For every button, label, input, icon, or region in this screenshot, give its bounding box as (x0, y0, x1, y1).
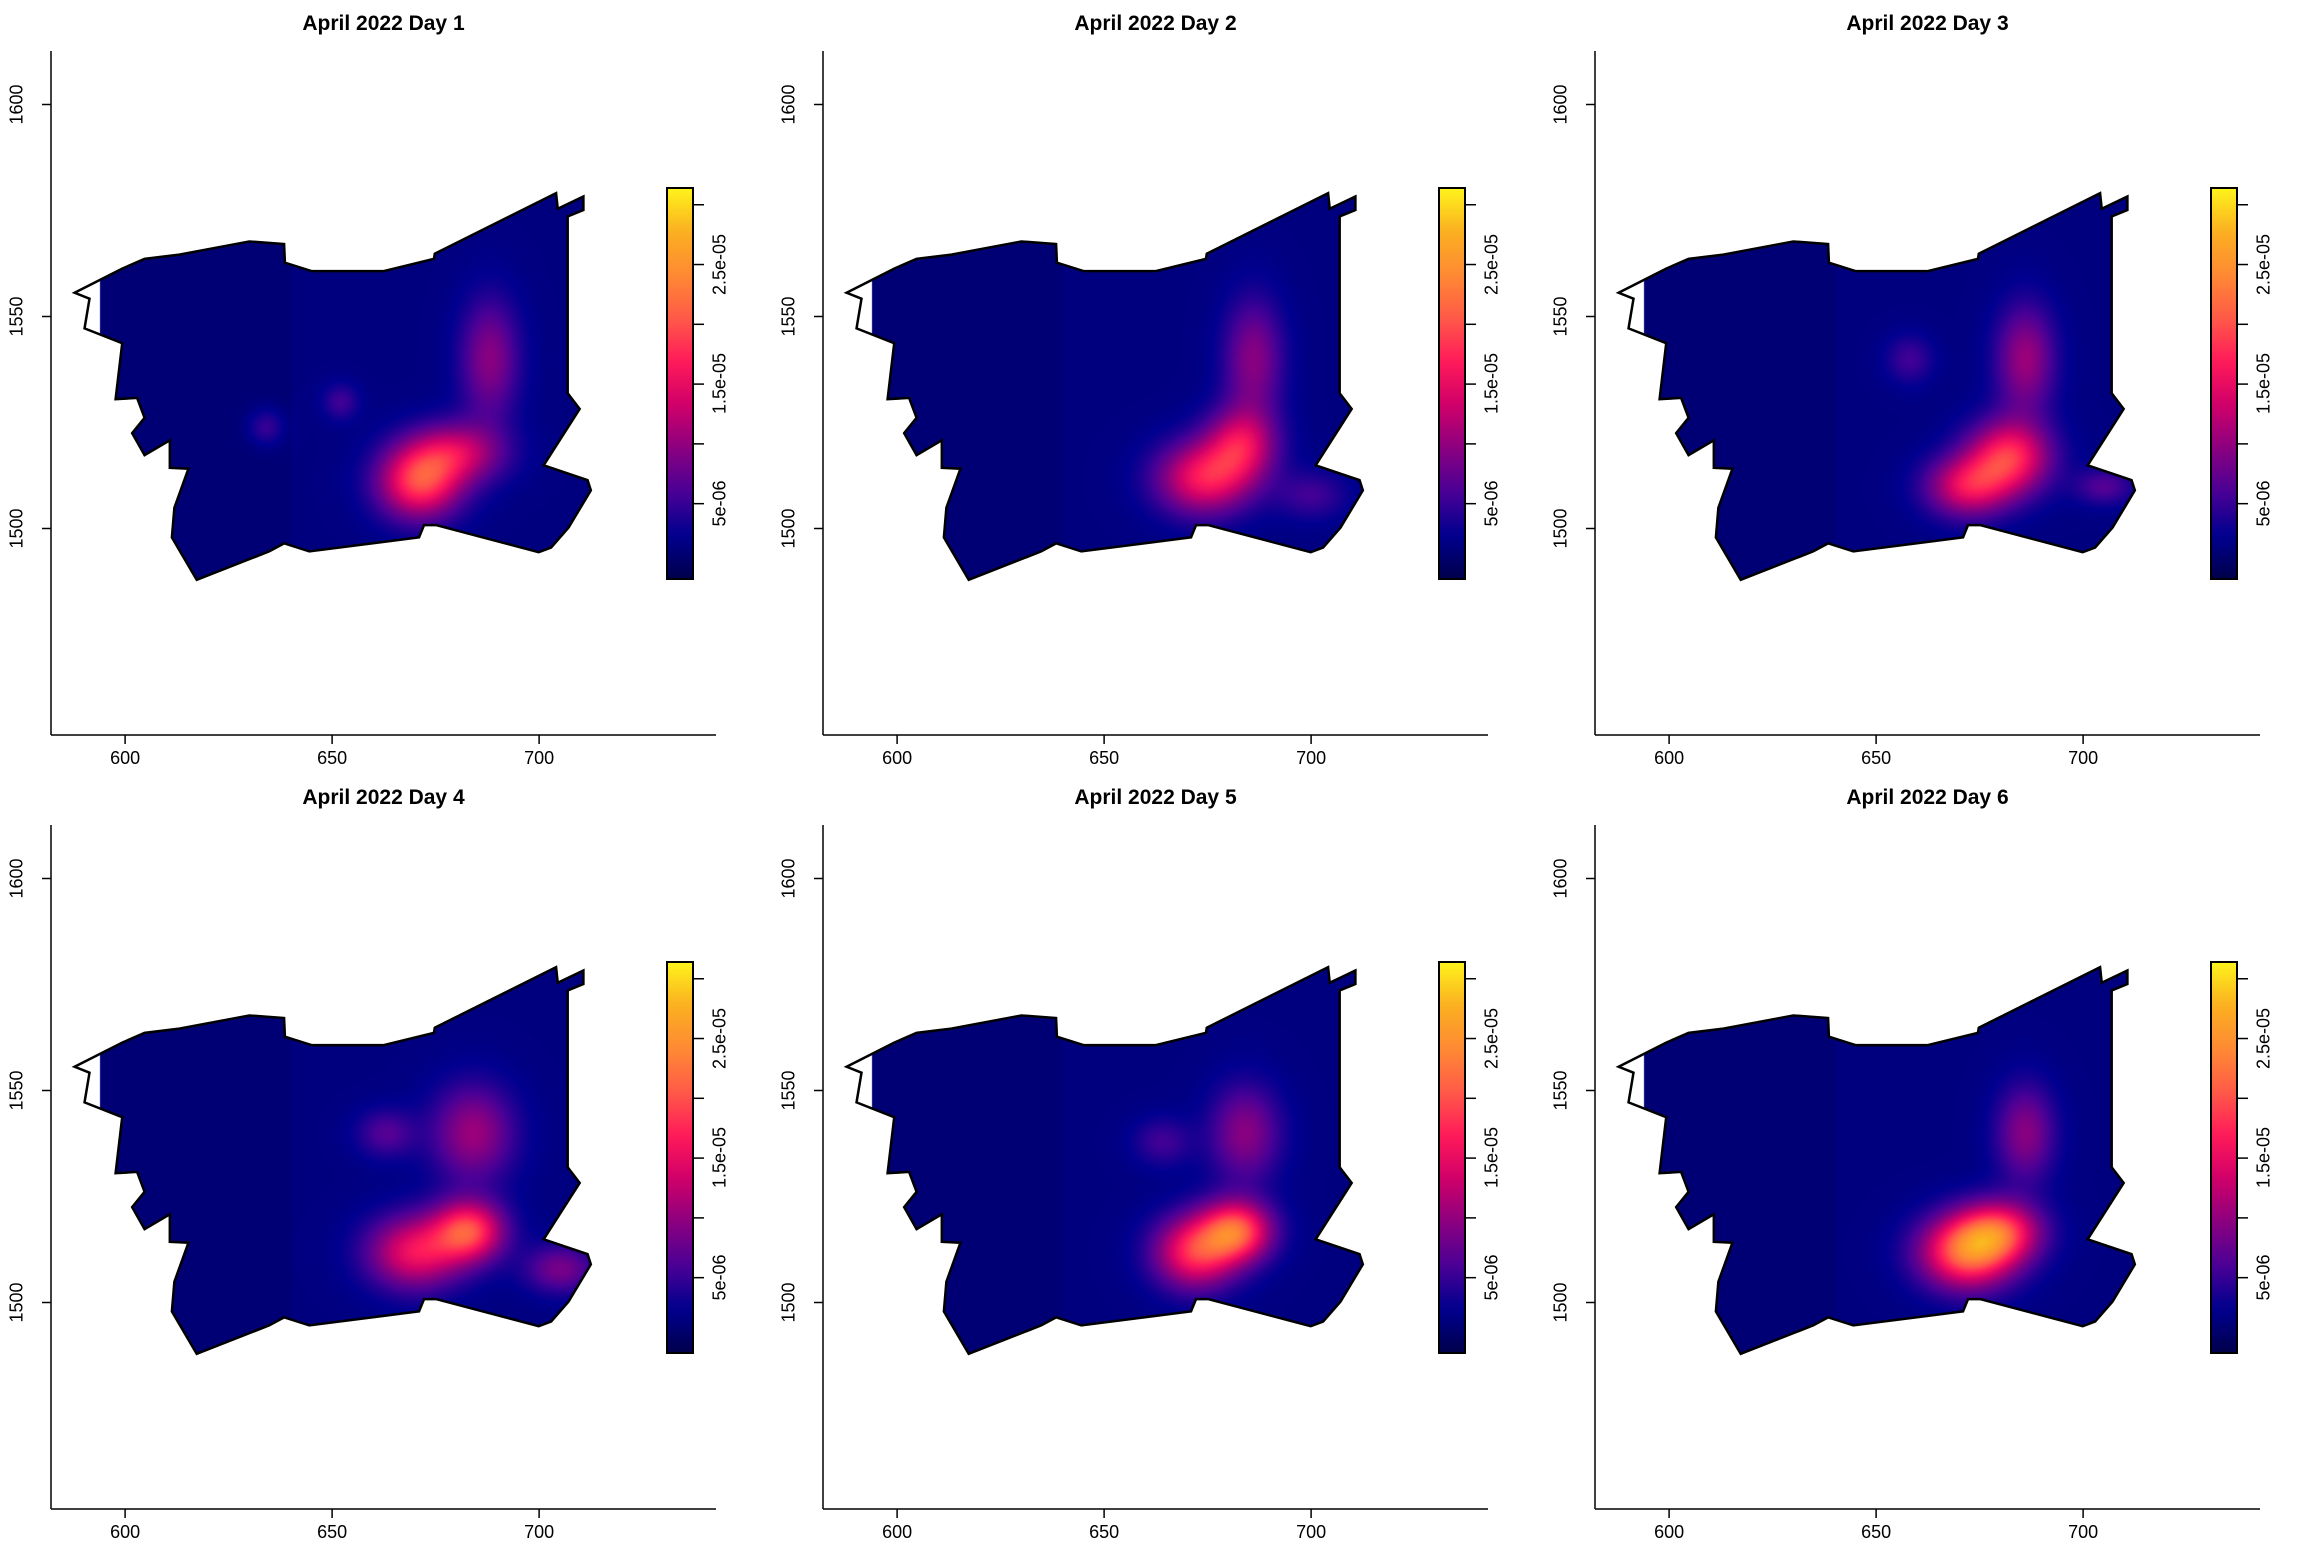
region-boundary (843, 191, 1365, 582)
y-tick-label: 1500 (6, 507, 27, 549)
x-tick-label: 650 (1089, 748, 1120, 768)
colorbar-label: 1.5e-05 (709, 353, 730, 415)
region-boundary (1615, 965, 2137, 1356)
plot-overlay (1586, 825, 2260, 1518)
y-tick-label: 1500 (1550, 507, 1571, 549)
y-tick-label: 1600 (778, 83, 799, 125)
panel-day-5: April 2022 Day 56006507001500155016005e-… (772, 774, 1540, 1542)
y-tick-label: 1600 (1550, 83, 1571, 125)
plot-overlay (814, 825, 1488, 1518)
x-tick-label: 700 (2068, 748, 2099, 768)
density-heatmap (1544, 774, 2304, 1542)
colorbar-label: 5e-06 (709, 480, 730, 527)
plot-overlay (42, 825, 716, 1518)
panel-day-3: April 2022 Day 36006507001500155016005e-… (1544, 0, 2304, 768)
y-tick-label: 1600 (6, 857, 27, 899)
y-tick-label: 1550 (6, 295, 27, 337)
y-tick-label: 1550 (6, 1069, 27, 1111)
x-tick-label: 650 (317, 1522, 348, 1542)
x-tick-label: 700 (1296, 748, 1327, 768)
colorbar-label: 5e-06 (1481, 1254, 1502, 1301)
x-tick-label: 600 (110, 1522, 141, 1542)
x-tick-label: 600 (1654, 748, 1685, 768)
density-heatmap (772, 0, 1540, 768)
colorbar-label: 2.5e-05 (1481, 1007, 1502, 1069)
y-tick-label: 1550 (778, 295, 799, 337)
plot-overlay (42, 51, 716, 744)
colorbar-label: 5e-06 (2253, 1254, 2274, 1301)
panel-day-6: April 2022 Day 66006507001500155016005e-… (1544, 774, 2304, 1542)
plot-overlay (1586, 51, 2260, 744)
colorbar-label: 2.5e-05 (2253, 233, 2274, 295)
colorbar (2210, 961, 2238, 1354)
y-tick-label: 1500 (778, 1281, 799, 1323)
colorbar-label: 5e-06 (709, 1254, 730, 1301)
x-tick-label: 650 (1861, 1522, 1892, 1542)
colorbar-label: 5e-06 (2253, 480, 2274, 527)
panel-day-1: April 2022 Day 16006507001500155016005e-… (0, 0, 768, 768)
colorbar (2210, 187, 2238, 580)
y-tick-label: 1500 (1550, 1281, 1571, 1323)
colorbar-label: 2.5e-05 (709, 1007, 730, 1069)
x-tick-label: 700 (1296, 1522, 1327, 1542)
x-tick-label: 650 (317, 748, 348, 768)
x-tick-label: 600 (1654, 1522, 1685, 1542)
colorbar-label: 1.5e-05 (2253, 353, 2274, 415)
density-heatmap (0, 0, 768, 768)
y-tick-label: 1600 (6, 83, 27, 125)
colorbar-label: 1.5e-05 (2253, 1127, 2274, 1189)
x-tick-label: 600 (882, 748, 913, 768)
colorbar-label: 1.5e-05 (1481, 353, 1502, 415)
colorbar-label: 1.5e-05 (709, 1127, 730, 1189)
x-tick-label: 700 (2068, 1522, 2099, 1542)
colorbar (666, 187, 694, 580)
region-boundary (1615, 191, 2137, 582)
y-tick-label: 1600 (1550, 857, 1571, 899)
colorbar (1438, 187, 1466, 580)
x-tick-label: 600 (882, 1522, 913, 1542)
colorbar (1438, 961, 1466, 1354)
density-heatmap (1544, 0, 2304, 768)
colorbar-label: 1.5e-05 (1481, 1127, 1502, 1189)
colorbar-label: 2.5e-05 (1481, 233, 1502, 295)
x-tick-label: 600 (110, 748, 141, 768)
y-tick-label: 1500 (6, 1281, 27, 1323)
density-heatmap (772, 774, 1540, 1542)
x-tick-label: 700 (524, 1522, 555, 1542)
colorbar-label: 2.5e-05 (709, 233, 730, 295)
colorbar-label: 2.5e-05 (2253, 1007, 2274, 1069)
x-tick-label: 700 (524, 748, 555, 768)
y-tick-label: 1550 (1550, 1069, 1571, 1111)
y-tick-label: 1600 (778, 857, 799, 899)
region-boundary (71, 191, 593, 582)
plot-overlay (814, 51, 1488, 744)
y-tick-label: 1550 (1550, 295, 1571, 337)
region-boundary (843, 965, 1365, 1356)
colorbar (666, 961, 694, 1354)
panel-day-4: April 2022 Day 46006507001500155016005e-… (0, 774, 768, 1542)
density-heatmap (0, 774, 768, 1542)
x-tick-label: 650 (1089, 1522, 1120, 1542)
y-tick-label: 1500 (778, 507, 799, 549)
panel-day-2: April 2022 Day 26006507001500155016005e-… (772, 0, 1540, 768)
y-tick-label: 1550 (778, 1069, 799, 1111)
region-boundary (71, 965, 593, 1356)
colorbar-label: 5e-06 (1481, 480, 1502, 527)
x-tick-label: 650 (1861, 748, 1892, 768)
